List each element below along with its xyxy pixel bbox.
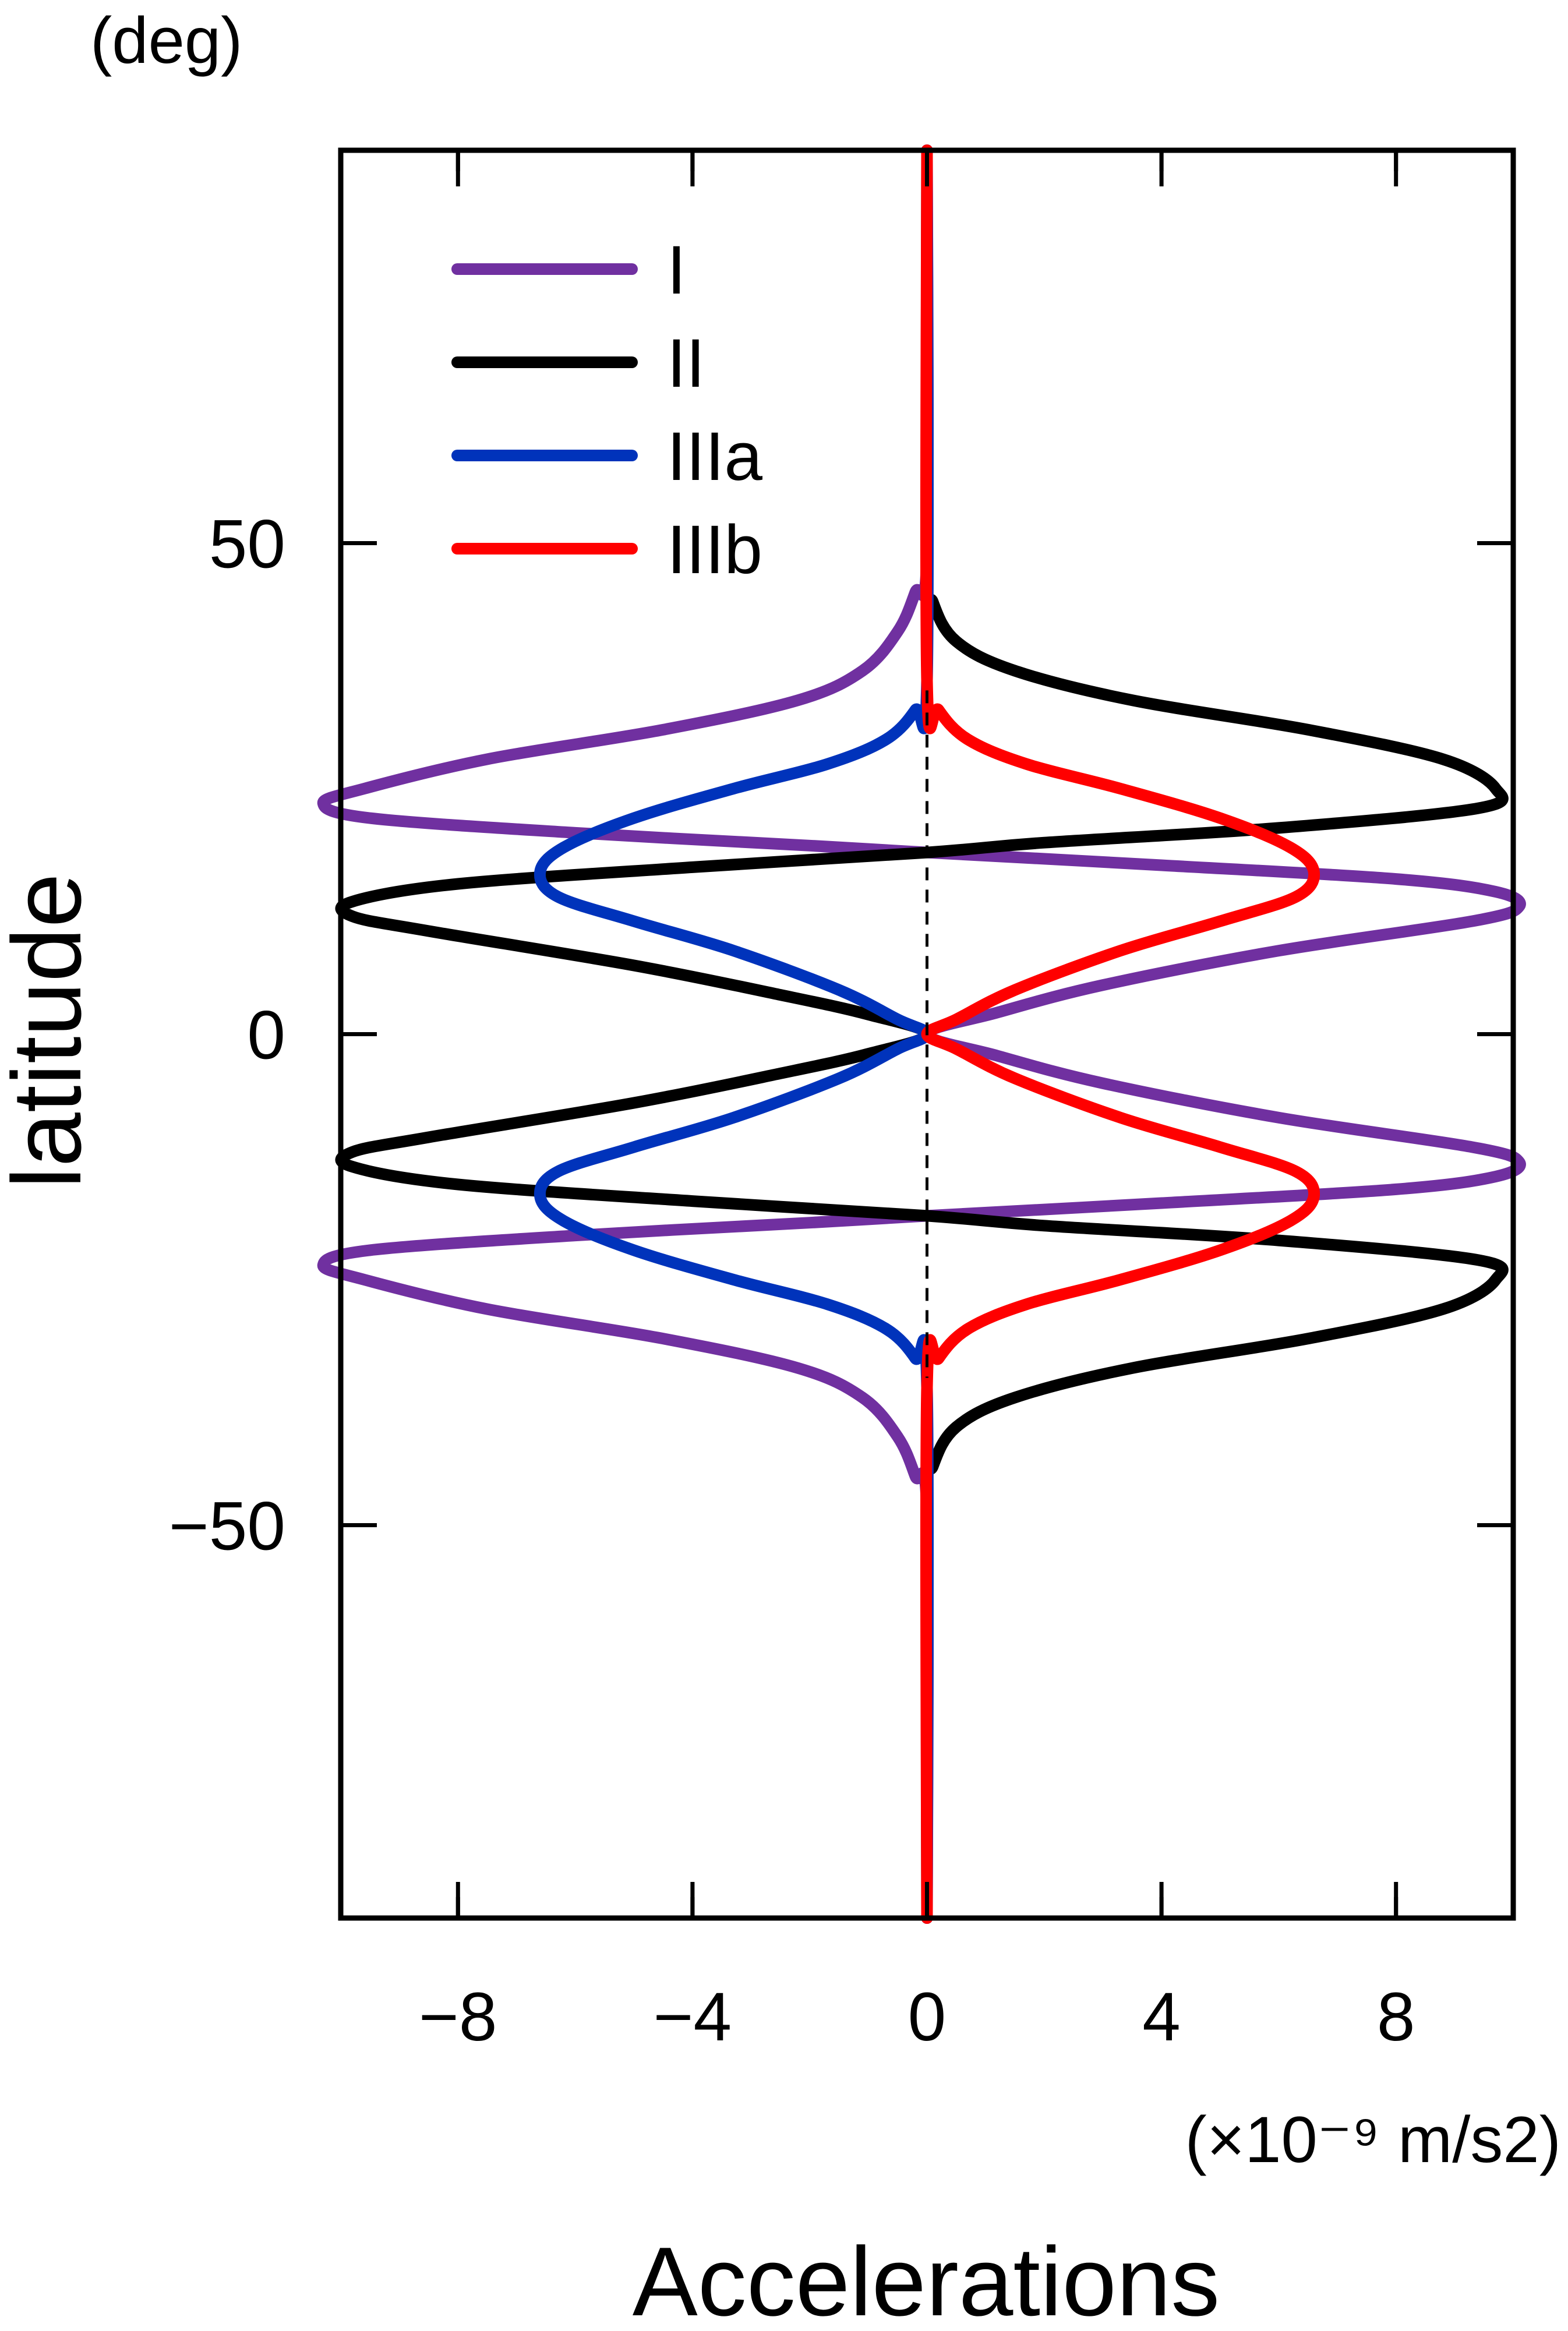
series-line-iiia (534, 144, 934, 1924)
x-axis-unit: (×10⁻⁹ m/s2) (1185, 2103, 1561, 2176)
x-tick-label: 8 (1377, 1979, 1415, 2055)
data-curves (317, 144, 1526, 1924)
y-axis-unit: (deg) (90, 4, 242, 77)
y-tick-label: 50 (209, 506, 285, 582)
x-tick-label: −8 (419, 1979, 497, 2055)
x-axis-title: Accelerations (633, 2227, 1220, 2331)
legend-label-iiia: IIIa (667, 418, 762, 495)
axis-ticks: −8 −4 0 4 8 −50 0 50 (169, 150, 1513, 2055)
y-tick-label: 0 (247, 997, 285, 1074)
legend-label-ii: II (667, 325, 705, 402)
series-line-iiib (920, 144, 1320, 1924)
y-axis-title: latitude (0, 873, 101, 1189)
y-tick-label: −50 (169, 1488, 285, 1565)
x-tick-label: −4 (654, 1979, 732, 2055)
x-tick-label: 0 (908, 1979, 947, 2055)
x-tick-label: 4 (1142, 1979, 1181, 2055)
legend-label-i: I (667, 232, 686, 309)
legend-label-iiib: IIIb (667, 511, 762, 588)
